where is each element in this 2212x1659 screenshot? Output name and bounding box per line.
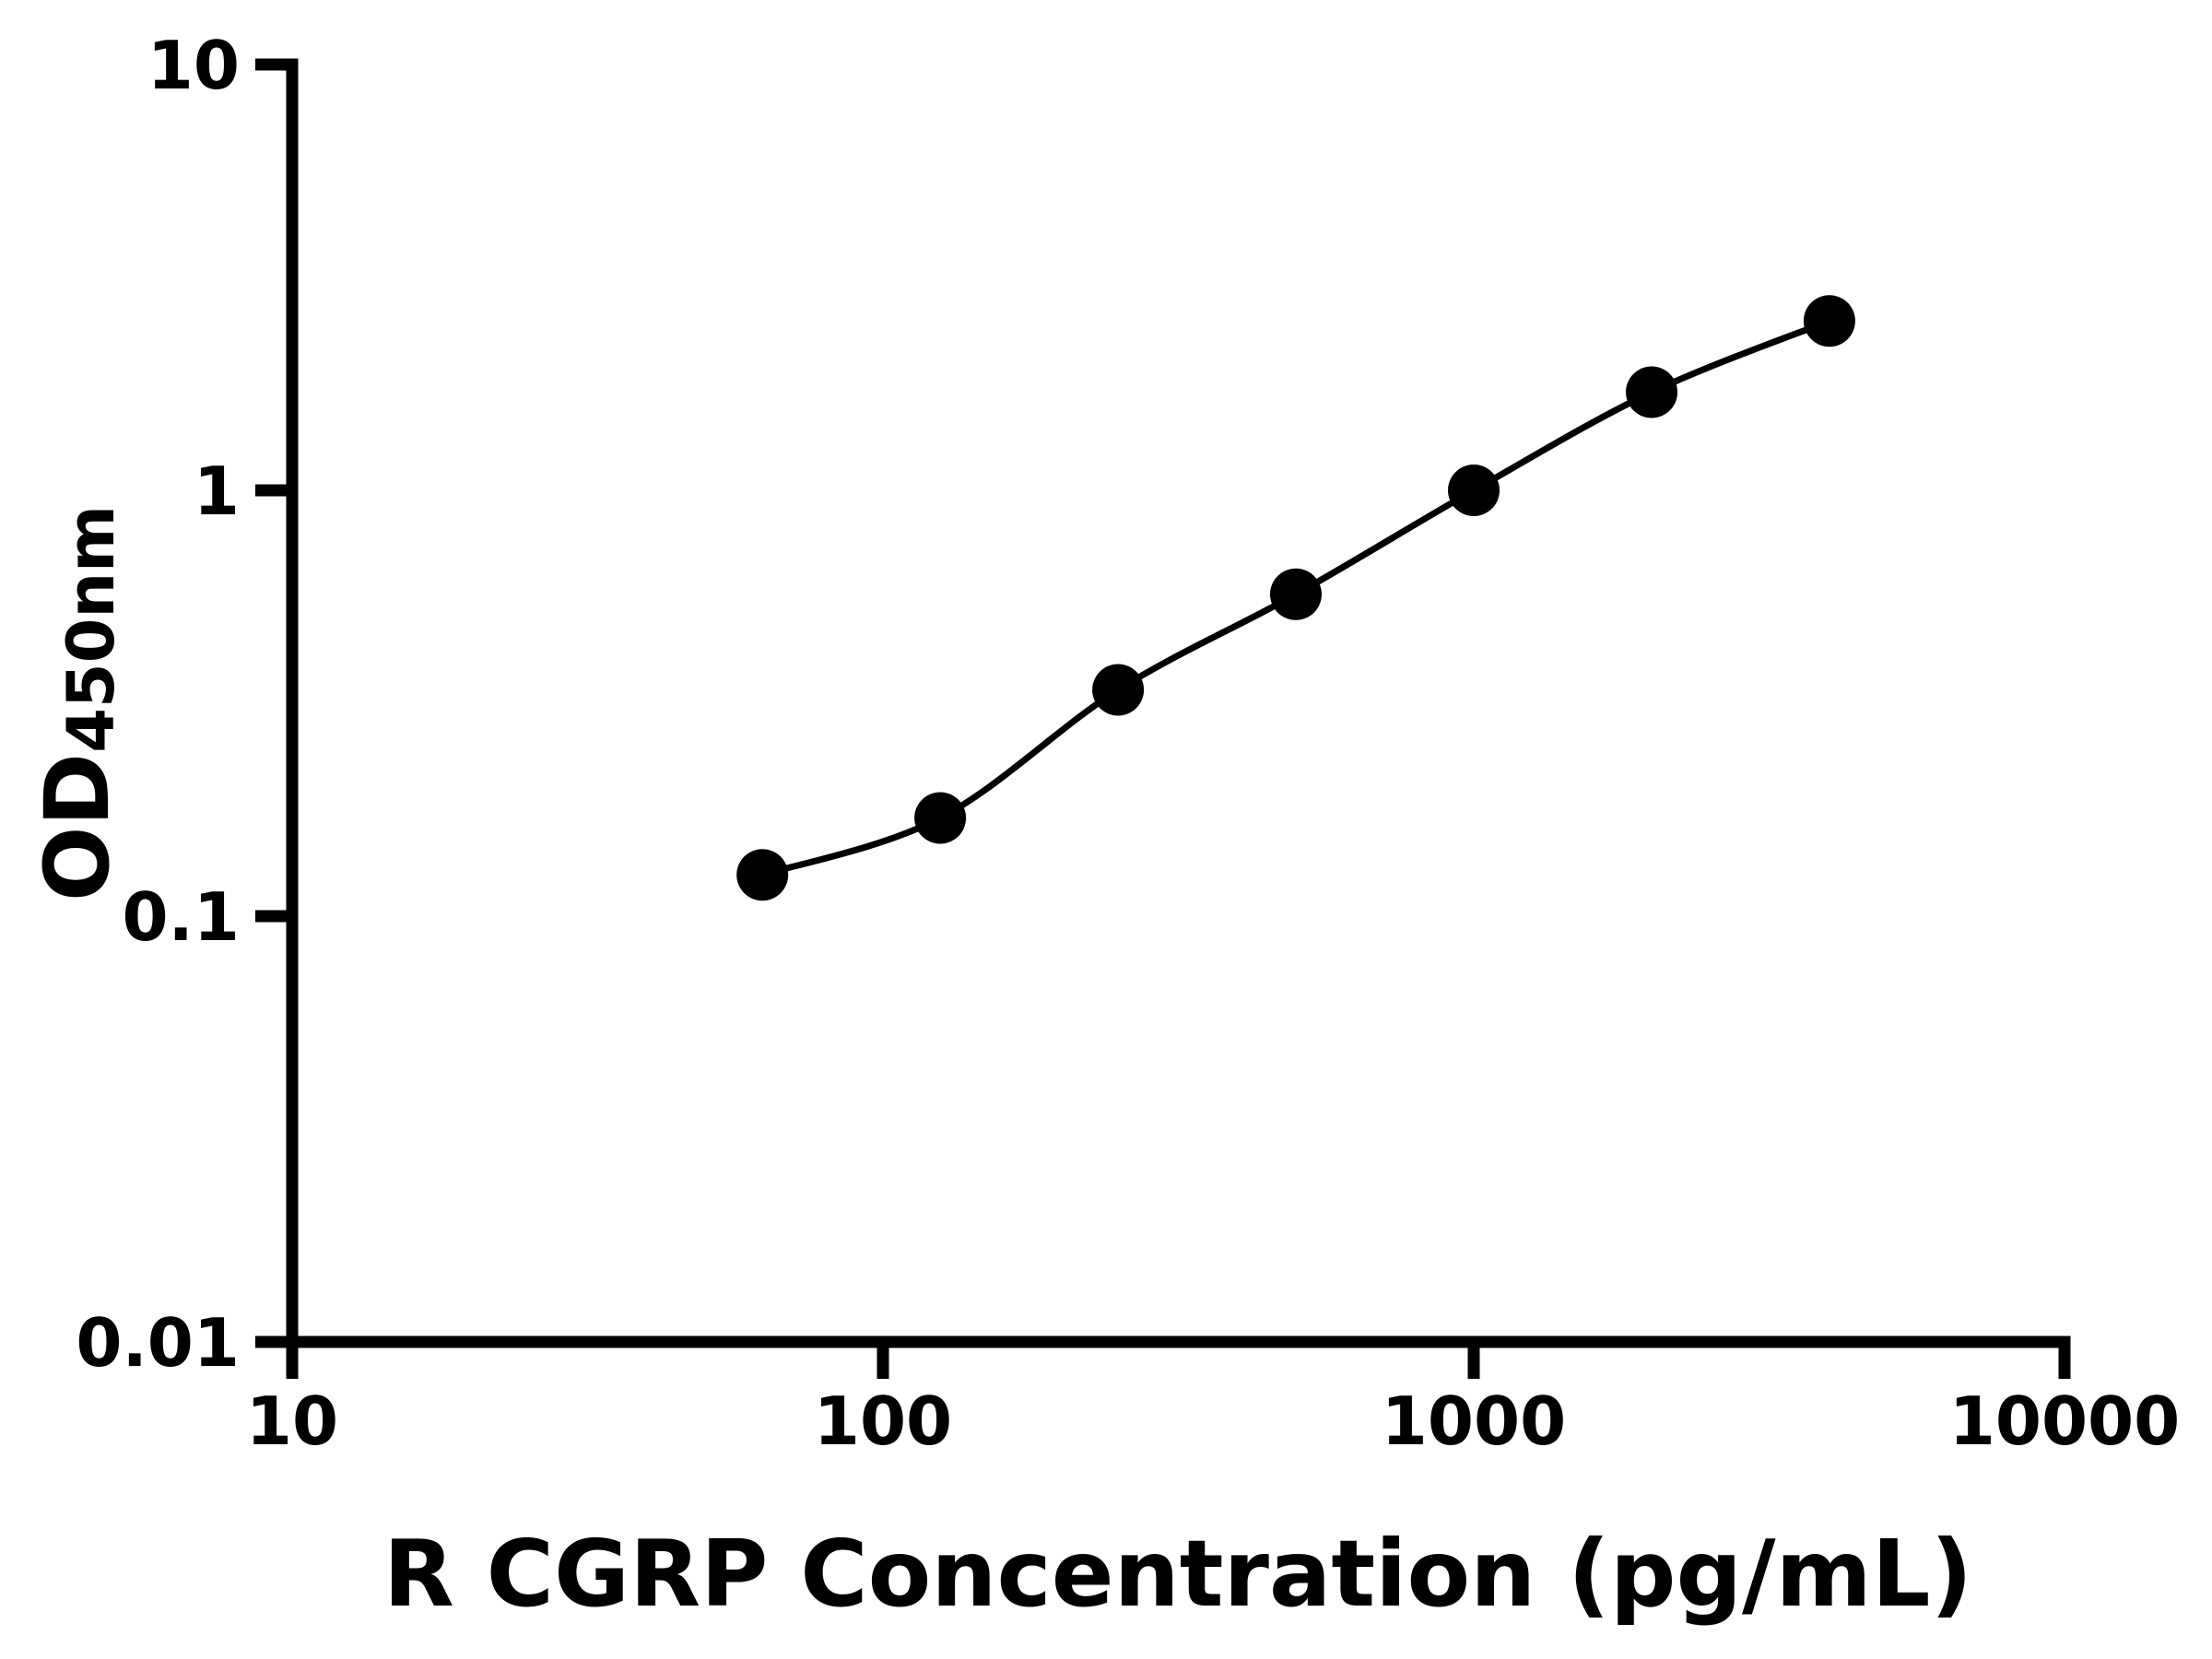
x-tick-label-10000: 10000 <box>1949 1382 2181 1460</box>
x-axis-title: R CGRP Concentration (pg/mL) <box>383 1520 1972 1628</box>
data-series <box>736 295 1855 901</box>
data-point <box>914 792 967 844</box>
data-point <box>1448 465 1500 516</box>
x-tick-label-1000: 1000 <box>1382 1382 1566 1460</box>
x-tick-label-100: 100 <box>814 1382 952 1460</box>
axes <box>286 58 2071 1348</box>
y-tick-label-10: 10 <box>147 27 240 104</box>
y-axis-title: OD450nm <box>26 505 129 901</box>
axis-ticks <box>255 58 2071 1379</box>
y-tick-label-0.1: 0.1 <box>122 878 240 956</box>
y-tick-label-1: 1 <box>194 453 240 530</box>
y-axis-title-sub: 450nm <box>53 505 129 753</box>
data-point <box>736 849 789 901</box>
data-point <box>1626 366 1677 418</box>
y-axis-title-main: OD <box>26 753 129 901</box>
data-point <box>1270 568 1322 620</box>
x-tick-label-10: 10 <box>246 1382 338 1460</box>
data-point <box>1092 664 1145 716</box>
y-tick-label-0.01: 0.01 <box>76 1304 240 1382</box>
data-point <box>1803 295 1855 347</box>
